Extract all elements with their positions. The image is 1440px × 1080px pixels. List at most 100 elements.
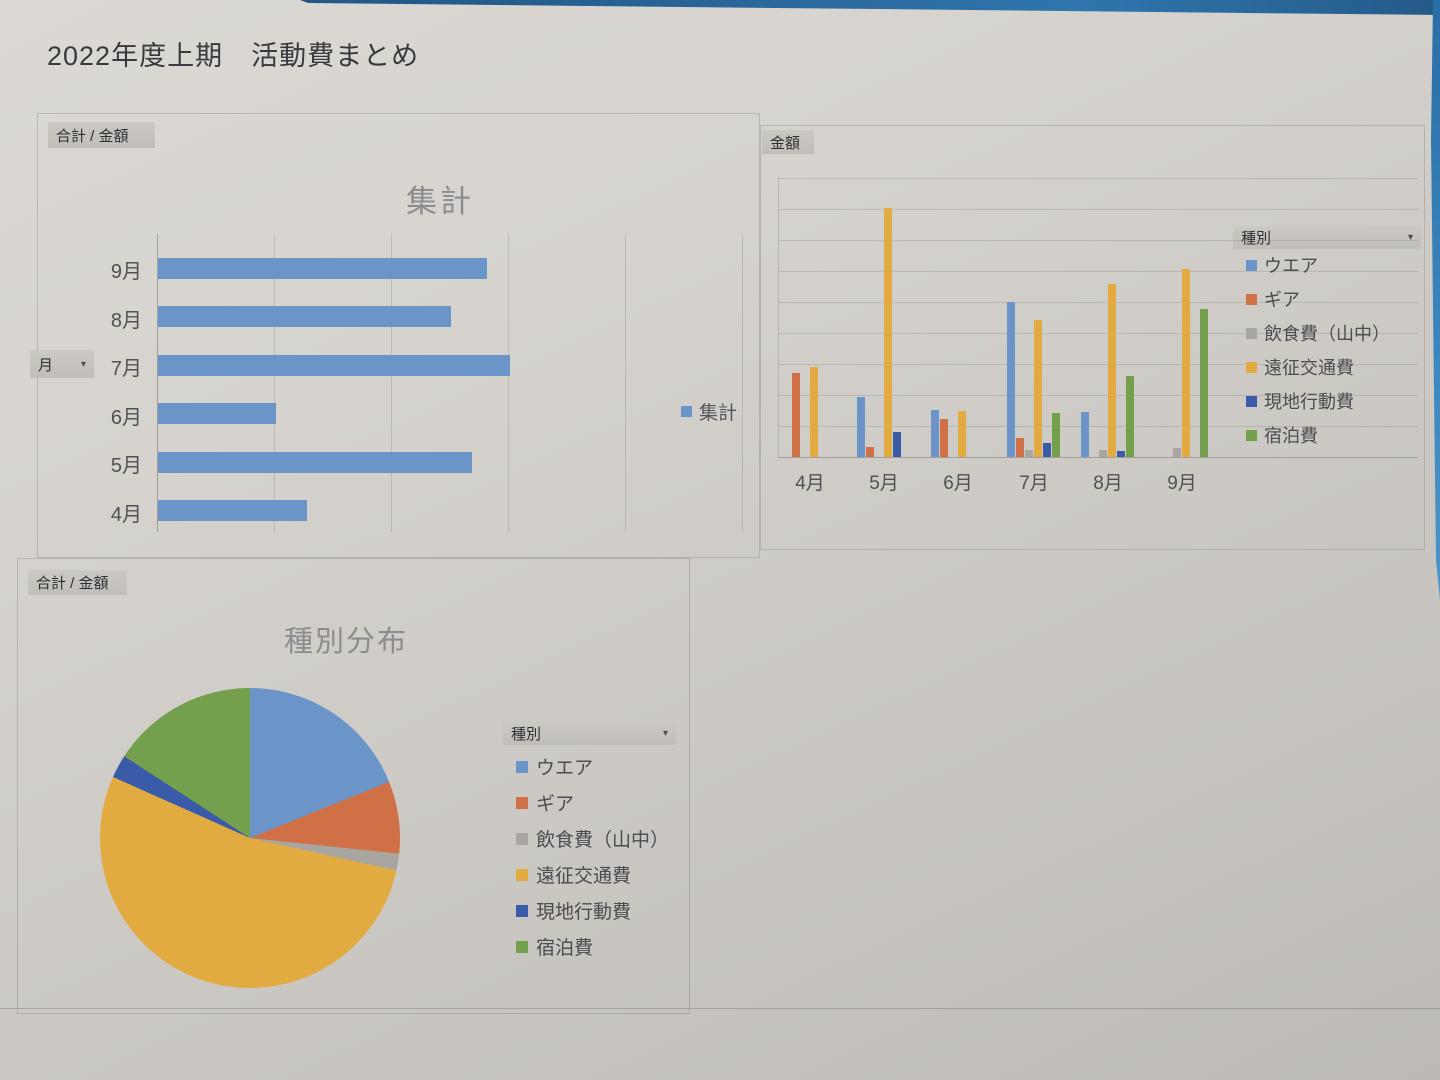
- summary-category-label: 5月: [110, 455, 142, 477]
- legend-item-宿泊費: 宿泊費: [1246, 422, 1318, 448]
- dropdown-arrow-icon: ▾: [1407, 232, 1413, 243]
- summary-bar: [158, 306, 451, 327]
- pie-value-filter-button[interactable]: 合計 / 金額: [28, 570, 127, 595]
- legend-label: 宿泊費: [536, 938, 594, 959]
- summary-bar: [158, 403, 276, 424]
- summary-value-filter-button[interactable]: 合計 / 金額: [48, 122, 155, 148]
- button-label: 合計 / 金額: [36, 575, 109, 592]
- pie-chart-panel: [17, 558, 690, 1014]
- legend-label: 遠征交通費: [536, 866, 632, 887]
- pie-legend-item-遠征交通費: 遠征交通費: [516, 861, 631, 888]
- column-bar-現地行動費: [893, 432, 901, 457]
- button-label: 月: [38, 356, 54, 374]
- dropdown-arrow-icon: ▾: [80, 358, 86, 370]
- legend-swatch: [516, 796, 528, 809]
- monthly-category-label: 5月: [869, 473, 899, 494]
- column-bar-現地行動費: [1043, 443, 1051, 457]
- column-bar-遠征交通費: [1034, 320, 1042, 457]
- legend-swatch: [1246, 327, 1257, 339]
- column-bar-遠征交通費: [958, 411, 966, 457]
- pie-legend-item-ウエア: ウエア: [516, 753, 593, 780]
- legend-swatch: [1246, 395, 1257, 407]
- paper-fold-crease: [0, 1008, 1440, 1009]
- monthly-gridline: [778, 302, 1418, 303]
- legend-label: 遠征交通費: [1264, 358, 1354, 378]
- summary-legend-item: 集計: [681, 398, 737, 425]
- monthly-gridline: [778, 178, 1418, 179]
- pie-legend-item-飲食費（山中）: 飲食費（山中）: [516, 825, 669, 852]
- summary-bar: [158, 354, 510, 376]
- column-bar-ウエア: [1081, 412, 1089, 457]
- legend-swatch: [681, 406, 692, 417]
- monthly-gridline: [778, 271, 1418, 272]
- dropdown-arrow-icon: ▾: [662, 727, 668, 739]
- legend-label: ウエア: [536, 758, 594, 779]
- pie-chart: [100, 688, 400, 988]
- monthly-category-label: 7月: [1019, 473, 1049, 494]
- summary-bar: [158, 451, 472, 473]
- legend-item-現地行動費: 現地行動費: [1246, 388, 1354, 414]
- monthly-gridline: [778, 457, 1418, 458]
- pie-legend-filter-button[interactable]: 種別 ▾: [503, 721, 676, 745]
- legend-swatch: [516, 760, 528, 773]
- desk-background-top-edge: [300, 0, 1440, 15]
- legend-item-ウエア: ウエア: [1246, 252, 1318, 278]
- type-legend-filter-button[interactable]: 種別 ▾: [1233, 226, 1421, 249]
- pie-legend-item-宿泊費: 宿泊費: [516, 933, 593, 960]
- legend-swatch: [1246, 429, 1257, 441]
- pie-legend-item-ギア: ギア: [516, 789, 574, 816]
- monthly-gridline: [778, 209, 1418, 210]
- button-label: 種別: [1241, 230, 1272, 247]
- summary-gridline: [391, 234, 392, 532]
- column-bar-遠征交通費: [884, 208, 892, 457]
- legend-swatch: [1246, 361, 1257, 373]
- summary-gridline: [742, 234, 743, 532]
- button-label: 金額: [770, 134, 801, 152]
- monthly-gridline: [778, 426, 1418, 427]
- pie-chart-title: 種別分布: [283, 626, 408, 658]
- legend-swatch: [516, 868, 528, 881]
- summary-category-label: 8月: [110, 309, 142, 332]
- summary-category-label: 9月: [110, 261, 142, 283]
- month-filter-button[interactable]: 月 ▾: [30, 350, 94, 378]
- monthly-chart-panel: [760, 125, 1425, 550]
- column-bar-現地行動費: [1117, 451, 1125, 457]
- legend-item-飲食費（山中）: 飲食費（山中）: [1246, 320, 1390, 346]
- amount-value-filter-button[interactable]: 金額: [762, 130, 814, 154]
- summary-gridline: [625, 234, 626, 532]
- summary-bar: [158, 500, 307, 521]
- desk-background-right-edge: [1431, 0, 1440, 600]
- column-bar-飲食費（山中）: [1025, 450, 1033, 457]
- monthly-category-label: 8月: [1093, 473, 1123, 494]
- monthly-gridline: [778, 333, 1418, 334]
- monthly-category-label: 9月: [1167, 473, 1197, 494]
- legend-label: ギア: [1264, 290, 1300, 310]
- column-bar-宿泊費: [1052, 413, 1060, 457]
- legend-label: 現地行動費: [1264, 392, 1354, 412]
- monthly-category-label: 6月: [943, 473, 973, 494]
- column-bar-ウエア: [931, 410, 939, 457]
- column-bar-ギア: [940, 419, 948, 457]
- summary-category-label: 7月: [110, 358, 142, 380]
- monthly-gridline: [778, 364, 1418, 365]
- legend-label: 集計: [699, 403, 738, 424]
- legend-label: 飲食費（山中）: [1264, 324, 1390, 344]
- column-bar-ギア: [866, 447, 874, 457]
- column-bar-遠征交通費: [810, 367, 818, 457]
- column-bar-飲食費（山中）: [1173, 448, 1181, 457]
- button-label: 合計 / 金額: [56, 127, 129, 145]
- legend-swatch: [1246, 259, 1257, 271]
- column-bar-宿泊費: [1200, 309, 1208, 457]
- monthly-category-label: 4月: [795, 473, 825, 494]
- summary-chart-panel: [37, 113, 760, 558]
- column-bar-ウエア: [1007, 302, 1015, 457]
- column-bar-ギア: [1016, 438, 1024, 457]
- summary-gridline: [274, 234, 275, 532]
- legend-swatch: [1246, 293, 1257, 305]
- column-bar-ギア: [792, 373, 800, 457]
- summary-chart-title: 集計: [406, 184, 474, 219]
- column-bar-遠征交通費: [1108, 284, 1116, 457]
- legend-label: 飲食費（山中）: [536, 830, 670, 851]
- column-bar-遠征交通費: [1182, 269, 1190, 457]
- legend-swatch: [516, 832, 528, 845]
